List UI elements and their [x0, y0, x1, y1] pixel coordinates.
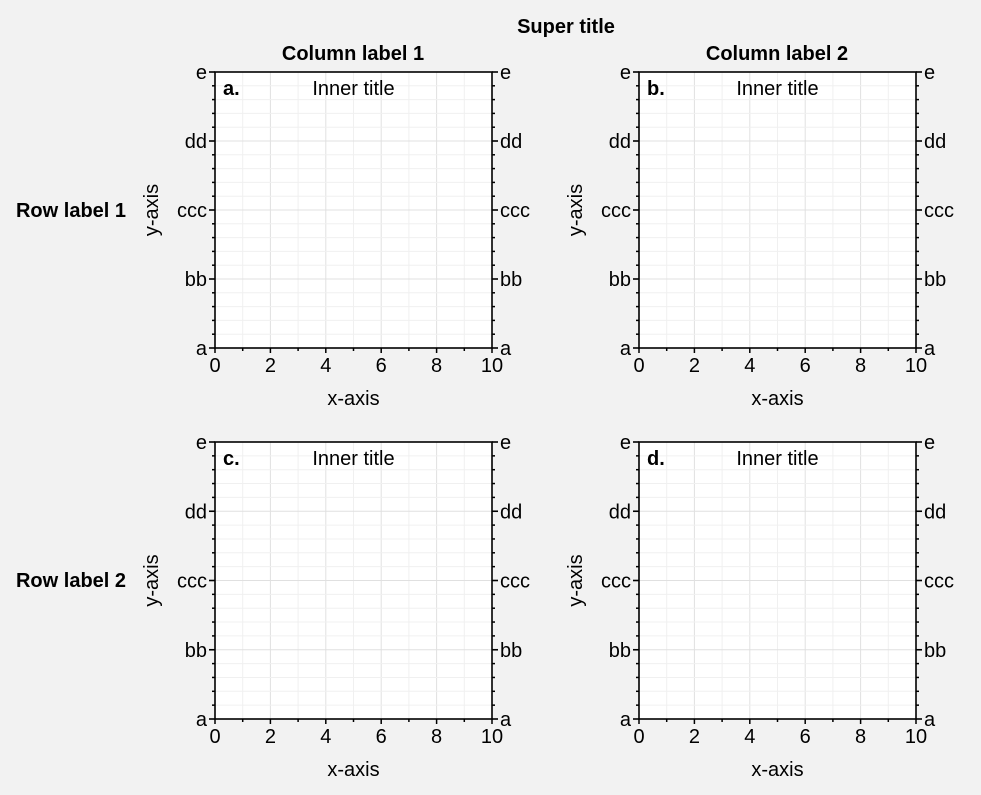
x-tick-label: 6	[376, 726, 387, 748]
y-tick-label-right: ccc	[500, 200, 530, 222]
y-axis-label: y-axis	[565, 184, 587, 236]
y-tick-label-left: e	[196, 62, 207, 84]
panel-label: c.	[223, 448, 240, 470]
y-tick-label-right: e	[500, 62, 511, 84]
x-tick-label: 8	[855, 726, 866, 748]
y-tick-label-left: e	[196, 432, 207, 454]
y-tick-label-left: bb	[185, 640, 207, 662]
y-tick-label-right: bb	[924, 269, 946, 291]
y-tick-label-right: dd	[500, 501, 522, 523]
y-axis-label: y-axis	[565, 554, 587, 606]
x-tick-label: 10	[905, 355, 927, 377]
inner-title: Inner title	[736, 448, 818, 470]
x-tick-label: 8	[431, 355, 442, 377]
x-tick-label: 8	[855, 355, 866, 377]
x-tick-label: 4	[320, 355, 331, 377]
x-tick-label: 0	[633, 726, 644, 748]
x-tick-label: 4	[744, 355, 755, 377]
inner-title: Inner title	[736, 78, 818, 100]
y-tick-label-right: ccc	[500, 571, 530, 593]
y-tick-label-right: e	[924, 432, 935, 454]
y-tick-label-left: dd	[185, 131, 207, 153]
y-tick-label-right: dd	[924, 131, 946, 153]
y-tick-label-right: a	[500, 338, 512, 360]
y-tick-label-right: ccc	[924, 571, 954, 593]
x-axis-label: x-axis	[751, 759, 803, 781]
y-tick-label-right: a	[924, 338, 936, 360]
y-tick-label-left: a	[620, 709, 632, 731]
y-tick-label-right: a	[500, 709, 512, 731]
x-tick-label: 10	[905, 726, 927, 748]
x-tick-label: 4	[320, 726, 331, 748]
x-tick-label: 0	[633, 355, 644, 377]
y-tick-label-right: bb	[500, 640, 522, 662]
y-tick-label-left: ccc	[177, 571, 207, 593]
row-label-2: Row label 2	[16, 570, 126, 592]
y-axis-label: y-axis	[141, 184, 163, 236]
x-tick-label: 10	[481, 355, 503, 377]
y-axis-label: y-axis	[141, 554, 163, 606]
y-tick-label-left: e	[620, 62, 631, 84]
y-tick-label-left: a	[620, 338, 632, 360]
x-tick-label: 0	[209, 726, 220, 748]
y-tick-label-right: bb	[500, 269, 522, 291]
x-tick-label: 2	[265, 726, 276, 748]
y-tick-label-right: a	[924, 709, 936, 731]
y-tick-label-left: bb	[185, 269, 207, 291]
inner-title: Inner title	[312, 448, 394, 470]
x-tick-label: 8	[431, 726, 442, 748]
y-tick-label-left: dd	[609, 501, 631, 523]
y-tick-label-right: e	[924, 62, 935, 84]
x-tick-label: 2	[689, 355, 700, 377]
y-tick-label-left: e	[620, 432, 631, 454]
y-tick-label-left: ccc	[601, 200, 631, 222]
y-tick-label-left: dd	[185, 501, 207, 523]
x-axis-label: x-axis	[751, 388, 803, 410]
panel-label: b.	[647, 78, 665, 100]
y-tick-label-left: a	[196, 709, 208, 731]
col-label-2: Column label 2	[706, 43, 848, 65]
y-tick-label-left: bb	[609, 269, 631, 291]
x-axis-label: x-axis	[327, 388, 379, 410]
y-tick-label-right: dd	[924, 501, 946, 523]
suptitle: Super title	[517, 16, 615, 38]
col-label-1: Column label 1	[282, 43, 424, 65]
x-tick-label: 2	[265, 355, 276, 377]
panel-label: d.	[647, 448, 665, 470]
x-tick-label: 4	[744, 726, 755, 748]
y-tick-label-right: e	[500, 432, 511, 454]
panel-label: a.	[223, 78, 240, 100]
x-axis-label: x-axis	[327, 759, 379, 781]
y-tick-label-left: ccc	[601, 571, 631, 593]
y-tick-label-right: bb	[924, 640, 946, 662]
y-tick-label-right: dd	[500, 131, 522, 153]
x-tick-label: 2	[689, 726, 700, 748]
inner-title: Inner title	[312, 78, 394, 100]
y-tick-label-right: ccc	[924, 200, 954, 222]
x-tick-label: 10	[481, 726, 503, 748]
y-tick-label-left: a	[196, 338, 208, 360]
x-tick-label: 6	[800, 726, 811, 748]
x-tick-label: 6	[800, 355, 811, 377]
y-tick-label-left: ccc	[177, 200, 207, 222]
x-tick-label: 0	[209, 355, 220, 377]
y-tick-label-left: bb	[609, 640, 631, 662]
x-tick-label: 6	[376, 355, 387, 377]
row-label-1: Row label 1	[16, 200, 126, 222]
y-tick-label-left: dd	[609, 131, 631, 153]
